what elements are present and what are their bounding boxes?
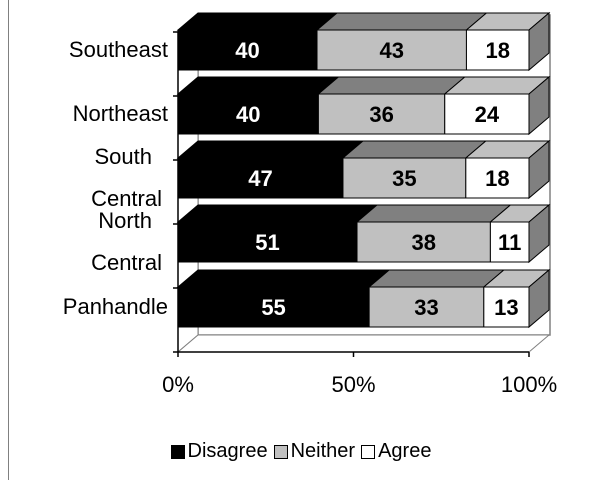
legend-label: Agree	[378, 440, 431, 463]
category-label: Southeast	[0, 37, 168, 63]
data-label-neither: 36	[369, 102, 393, 127]
data-label-agree: 24	[475, 102, 500, 127]
legend-item: Agree	[361, 440, 431, 463]
bar-top-neither	[343, 141, 486, 158]
data-label-disagree: 51	[255, 230, 279, 255]
data-label-disagree: 47	[248, 166, 272, 191]
data-label-disagree: 55	[261, 295, 285, 320]
bar-top-neither	[369, 270, 504, 287]
data-label-agree: 13	[494, 295, 518, 320]
bar-top-disagree	[178, 270, 389, 287]
data-label-disagree: 40	[235, 38, 259, 63]
data-label-disagree: 40	[236, 102, 260, 127]
data-label-neither: 43	[379, 38, 403, 63]
category-label-line: Northeast	[0, 101, 168, 127]
x-tick-label: 100%	[501, 372, 557, 398]
data-label-agree: 18	[485, 38, 509, 63]
data-label-neither: 35	[392, 166, 416, 191]
category-label-line: Southeast	[0, 37, 168, 63]
data-label-agree: 11	[498, 230, 521, 255]
category-label: North Central	[0, 200, 168, 284]
legend-swatch	[171, 445, 185, 459]
legend-swatch	[274, 445, 288, 459]
bar-top-neither	[357, 205, 510, 222]
bar-top-disagree	[178, 141, 363, 158]
legend-item: Disagree	[171, 440, 268, 463]
category-label: Northeast	[0, 101, 168, 127]
data-label-agree: 18	[485, 166, 509, 191]
category-label-line: Panhandle	[0, 294, 168, 320]
bar-top-neither	[317, 13, 486, 30]
bar-top-disagree	[178, 13, 337, 30]
legend-item: Neither	[274, 440, 355, 463]
data-label-neither: 38	[411, 230, 435, 255]
category-label-line: South	[0, 136, 152, 178]
bar-top-disagree	[178, 77, 338, 94]
category-label: Panhandle	[0, 294, 168, 320]
legend-label: Neither	[291, 440, 355, 463]
category-label-line: North	[0, 200, 152, 242]
legend-label: Disagree	[188, 440, 268, 463]
bar-top-neither	[318, 77, 464, 94]
legend-swatch	[361, 445, 375, 459]
data-label-neither: 33	[414, 295, 438, 320]
x-tick-label: 50%	[331, 372, 375, 398]
category-label-line: Central	[0, 242, 162, 284]
page-left-border	[8, 0, 9, 480]
x-tick-label: 0%	[162, 372, 194, 398]
floor	[178, 335, 549, 352]
bar-top-disagree	[178, 205, 377, 222]
legend: Disagree Neither Agree	[0, 440, 602, 463]
